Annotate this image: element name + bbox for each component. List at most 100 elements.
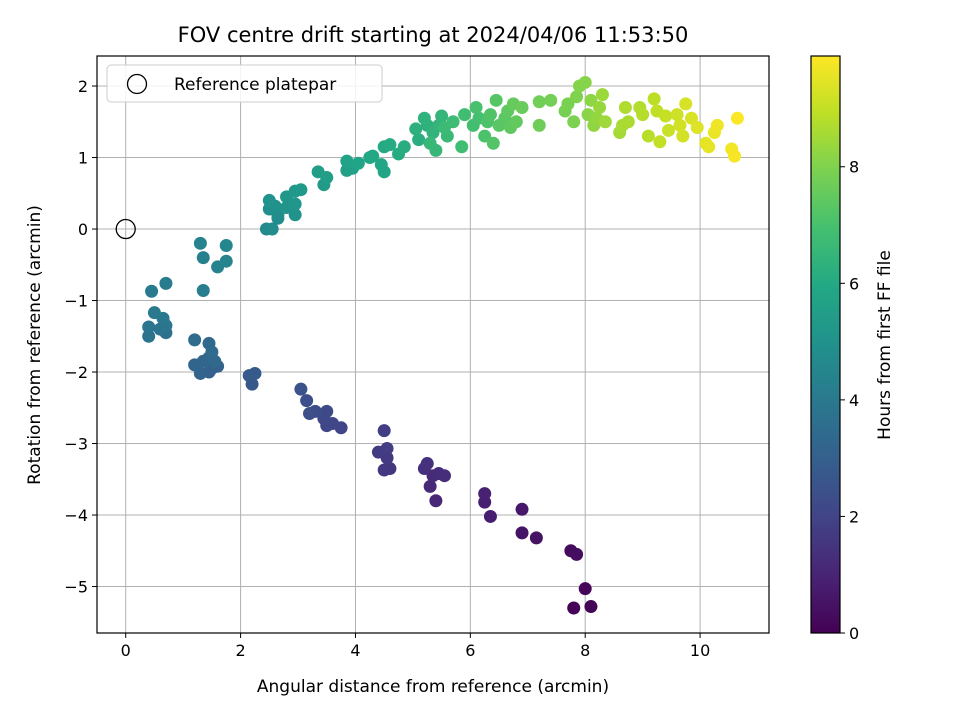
- scatter-point: [311, 165, 325, 179]
- scatter-point: [584, 600, 598, 614]
- scatter-point: [578, 582, 592, 596]
- x-tick-label: 2: [235, 641, 245, 660]
- scatter-point: [478, 129, 492, 143]
- scatter-point: [262, 193, 276, 207]
- scatter-point: [294, 382, 308, 396]
- scatter-point: [202, 336, 216, 350]
- x-axis-label: Angular distance from reference (arcmin): [257, 677, 609, 697]
- x-tick-label: 4: [350, 641, 360, 660]
- scatter-point: [595, 88, 609, 102]
- scatter-point: [702, 140, 716, 154]
- scatter-point: [196, 251, 210, 265]
- scatter-point: [159, 276, 173, 290]
- scatter-point: [294, 183, 308, 197]
- colorbar-tick-label: 4: [849, 391, 859, 410]
- scatter-point: [684, 111, 698, 125]
- legend-label-reference-platepar: Reference platepar: [174, 75, 336, 95]
- scatter-point: [567, 601, 581, 615]
- scatter-point: [366, 149, 380, 163]
- scatter-point: [653, 135, 667, 149]
- scatter-point: [455, 140, 469, 154]
- y-axis-ticks: −5 −4 −3 −2 −1 0 1 2: [64, 77, 97, 597]
- x-tick-label: 6: [465, 641, 475, 660]
- scatter-point: [710, 118, 724, 132]
- scatter-point: [423, 479, 437, 493]
- scatter-point: [193, 236, 207, 250]
- scatter-point: [142, 320, 156, 334]
- scatter-point: [374, 158, 388, 172]
- scatter-point: [437, 469, 451, 483]
- scatter-point: [377, 424, 391, 438]
- scatter-point: [397, 140, 411, 154]
- x-tick-label: 10: [690, 641, 710, 660]
- scatter-point: [219, 238, 233, 252]
- scatter-point: [679, 97, 693, 111]
- scatter-point: [478, 487, 492, 501]
- scatter-point: [145, 284, 159, 298]
- scatter-point: [412, 133, 426, 147]
- colorbar-tick-label: 6: [849, 274, 859, 293]
- scatter-point: [303, 406, 317, 420]
- scatter-point: [429, 494, 443, 508]
- scatter-point: [409, 122, 423, 136]
- plot-frame: [96, 55, 770, 634]
- scatter-point: [288, 208, 302, 222]
- scatter-point: [532, 118, 546, 132]
- scatter-point: [196, 284, 210, 298]
- scatter-point: [621, 115, 635, 129]
- scatter-point: [618, 100, 632, 114]
- scatter-point: [661, 123, 675, 137]
- legend: Reference platepar: [106, 64, 383, 103]
- scatter-point: [380, 442, 394, 456]
- scatter-point: [636, 108, 650, 122]
- scatter-point: [351, 156, 365, 170]
- y-tick-label: 1: [78, 149, 88, 168]
- scatter-point: [690, 120, 704, 134]
- y-tick-label: −2: [64, 363, 88, 382]
- colorbar-ticks: 0 2 4 6 8: [840, 158, 859, 643]
- scatter-point: [584, 93, 598, 107]
- scatter-point: [730, 111, 744, 125]
- legend-marker-open-circle: [126, 73, 148, 95]
- y-tick-label: 2: [78, 77, 88, 96]
- scatter-point: [728, 149, 742, 163]
- scatter-point: [486, 136, 500, 150]
- scatter-point: [489, 93, 503, 107]
- scatter-point: [593, 100, 607, 114]
- y-axis-label: Rotation from reference (arcmin): [25, 205, 45, 485]
- scatter-point: [423, 136, 437, 150]
- scatter-point: [340, 154, 354, 168]
- scatter-point: [578, 75, 592, 89]
- colorbar: 0 2 4 6 8 Hours from first FF file: [810, 55, 895, 643]
- scatter-point: [265, 222, 279, 236]
- y-tick-label: 0: [78, 220, 88, 239]
- scatter-point: [529, 531, 543, 545]
- scatter-point: [567, 115, 581, 129]
- scatter-point: [544, 93, 558, 107]
- scatter-point: [673, 118, 687, 132]
- scatter-point: [561, 97, 575, 111]
- scatter-point: [515, 100, 529, 114]
- x-tick-label: 8: [580, 641, 590, 660]
- chart-title: FOV centre drift starting at 2024/04/06 …: [178, 23, 689, 47]
- y-tick-label: −5: [64, 578, 88, 597]
- y-tick-label: −1: [64, 292, 88, 311]
- scatter-point: [647, 92, 661, 106]
- scatter-point: [509, 115, 523, 129]
- scatter-point: [483, 509, 497, 523]
- scatter-point: [288, 197, 302, 211]
- scatter-point: [420, 457, 434, 471]
- legend-box: [106, 64, 383, 103]
- colorbar-label: Hours from first FF file: [875, 250, 895, 440]
- reference-marker: [115, 218, 136, 240]
- scatter-points: [142, 75, 744, 615]
- scatter-point: [641, 129, 655, 143]
- scatter-point: [219, 254, 233, 268]
- scatter-point: [598, 115, 612, 129]
- scatter-point: [377, 463, 391, 477]
- scatter-point: [446, 115, 460, 129]
- scatter-point: [676, 129, 690, 143]
- scatter-point: [320, 404, 334, 418]
- scatter-point: [532, 95, 546, 109]
